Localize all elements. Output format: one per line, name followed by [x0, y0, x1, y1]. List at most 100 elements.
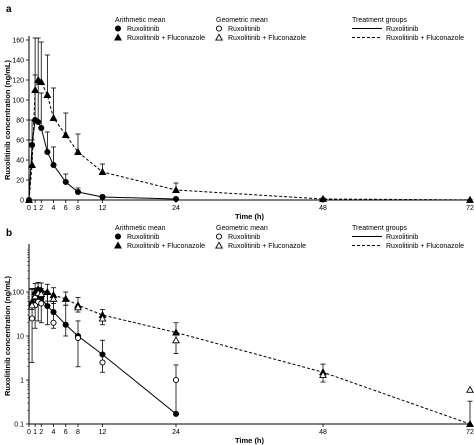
arith-ruxolitinib-point [99, 193, 106, 201]
x-tick-label: 4 [52, 205, 56, 212]
x-axis-label: Time (h) [235, 436, 265, 445]
legend-open-triangle-icon [215, 241, 223, 249]
legend-treat-rux: Ruxolitinib [386, 234, 418, 241]
geo-fluconazole-point [319, 370, 327, 378]
legend-arith-rux: Ruxolitinib [127, 234, 159, 241]
y-tick-label: 140 [12, 58, 24, 65]
legend-treat-header: Treatment groups [352, 17, 407, 24]
legend-treat-rux: Ruxolitinib [386, 26, 418, 33]
geo-fluconazole-point [74, 303, 82, 311]
legend-treat-header: Treatment groups [352, 225, 407, 232]
legend-arith-rux: Ruxolitinib [127, 26, 159, 33]
y-tick-label: 0.1 [14, 422, 24, 429]
legend-geo-fluc: Ruxolitinib + Fluconazole [228, 35, 306, 42]
x-tick-label: 12 [99, 205, 107, 212]
arith-fluconazole-point [172, 185, 180, 194]
y-axis-label: Ruxolitinib concentration (ng/mL) [3, 60, 12, 180]
arith-fluconazole-point [49, 113, 58, 122]
legend-filled-circle-icon [114, 25, 122, 32]
x-tick-label: 2 [39, 429, 43, 436]
fluconazole-line [28, 79, 471, 201]
y-tick-label: 80 [16, 118, 24, 125]
arith-ruxolitinib-point [38, 124, 45, 132]
legend-arith-fluc: Ruxolitinib + Fluconazole [127, 35, 205, 42]
legend-treat-fluc: Ruxolitinib + Fluconazole [386, 35, 464, 42]
legend-arith-fluc: Ruxolitinib + Fluconazole [127, 243, 205, 250]
x-tick-label: 6 [64, 205, 68, 212]
geo-fluconazole-point [49, 294, 58, 302]
arith-fluconazole-point [74, 147, 82, 156]
legend-treat-fluc: Ruxolitinib + Fluconazole [386, 243, 464, 250]
legend-filled-triangle-icon [114, 241, 122, 249]
x-tick-label: 2 [39, 205, 43, 212]
legend-filled-triangle-icon [114, 33, 122, 41]
legend-geo-fluc: Ruxolitinib + Fluconazole [228, 243, 306, 250]
arith-ruxolitinib-point [50, 161, 57, 169]
y-tick-label: 10 [16, 334, 24, 341]
arith-fluconazole-point [172, 328, 180, 336]
geo-fluconazole-point [28, 301, 37, 309]
arith-fluconazole-point [31, 85, 40, 94]
x-tick-label: 0 [27, 429, 31, 436]
y-tick-label: 20 [16, 178, 24, 185]
x-tick-label: 24 [172, 205, 180, 212]
arith-ruxolitinib-point [44, 148, 51, 156]
arith-ruxolitinib-point [74, 188, 82, 196]
arith-fluconazole-point [37, 77, 46, 86]
arith-fluconazole-point [466, 419, 474, 428]
x-tick-label: 72 [466, 205, 474, 212]
legend-geo-header: Geometric mean [216, 17, 268, 24]
arith-ruxolitinib-point [44, 302, 51, 310]
arith-fluconazole-point [61, 294, 70, 302]
geo-ruxolitinib-point [172, 376, 180, 384]
y-tick-label: 1 [20, 378, 24, 385]
x-tick-label: 1 [33, 205, 37, 212]
arith-ruxolitinib-point [62, 321, 69, 328]
x-tick-label: 12 [99, 429, 107, 436]
x-tick-label: 48 [319, 429, 327, 436]
x-tick-label: 24 [172, 429, 180, 436]
geo-ruxolitinib-point [29, 315, 36, 322]
y-tick-label: 0 [20, 198, 24, 205]
y-axis-label: Ruxolitinib concentration (ng/mL) [3, 276, 12, 396]
x-tick-label: 0 [27, 205, 31, 212]
geo-fluconazole-point [172, 336, 180, 344]
geo-ruxolitinib-point [99, 359, 106, 366]
geo-ruxolitinib-point [74, 334, 82, 342]
arith-ruxolitinib-point [172, 410, 180, 417]
x-tick-label: 1 [33, 429, 37, 436]
x-tick-label: 6 [64, 429, 68, 436]
x-tick-label: 48 [319, 205, 327, 212]
arith-ruxolitinib-point [35, 118, 42, 126]
y-tick-label: 100 [12, 98, 24, 105]
y-tick-label: 100 [12, 290, 24, 297]
arith-fluconazole-point [466, 195, 474, 203]
arith-fluconazole-point [61, 130, 70, 139]
y-tick-label: 160 [12, 38, 24, 45]
arith-fluconazole-point [43, 90, 52, 99]
legend-geo-rux: Ruxolitinib [228, 234, 260, 241]
geo-fluconazole-point [466, 385, 474, 393]
arith-ruxolitinib-point [50, 309, 57, 316]
legend-geo-header: Geometric mean [216, 225, 268, 232]
x-tick-label: 4 [52, 429, 56, 436]
x-tick-label: 8 [76, 205, 80, 212]
arith-fluconazole-point [43, 287, 52, 296]
arith-ruxolitinib-point [99, 351, 106, 358]
x-tick-label: 8 [76, 429, 80, 436]
legend-filled-circle-icon [114, 233, 122, 240]
arith-fluconazole-point [98, 167, 107, 176]
arith-fluconazole-point [28, 160, 37, 169]
panel-label: b [6, 228, 12, 239]
arith-fluconazole-point [25, 195, 33, 204]
legend-open-circle-icon [215, 25, 223, 32]
y-tick-label: 40 [16, 158, 24, 165]
arith-ruxolitinib-point [172, 195, 180, 203]
x-axis-label: Time (h) [235, 212, 265, 221]
fluconazole-line [31, 288, 471, 425]
y-tick-label: 60 [16, 138, 24, 145]
legend-arith-header: Arithmetic mean [115, 225, 166, 232]
geo-ruxolitinib-point [38, 300, 45, 307]
geo-ruxolitinib-point [50, 319, 57, 326]
